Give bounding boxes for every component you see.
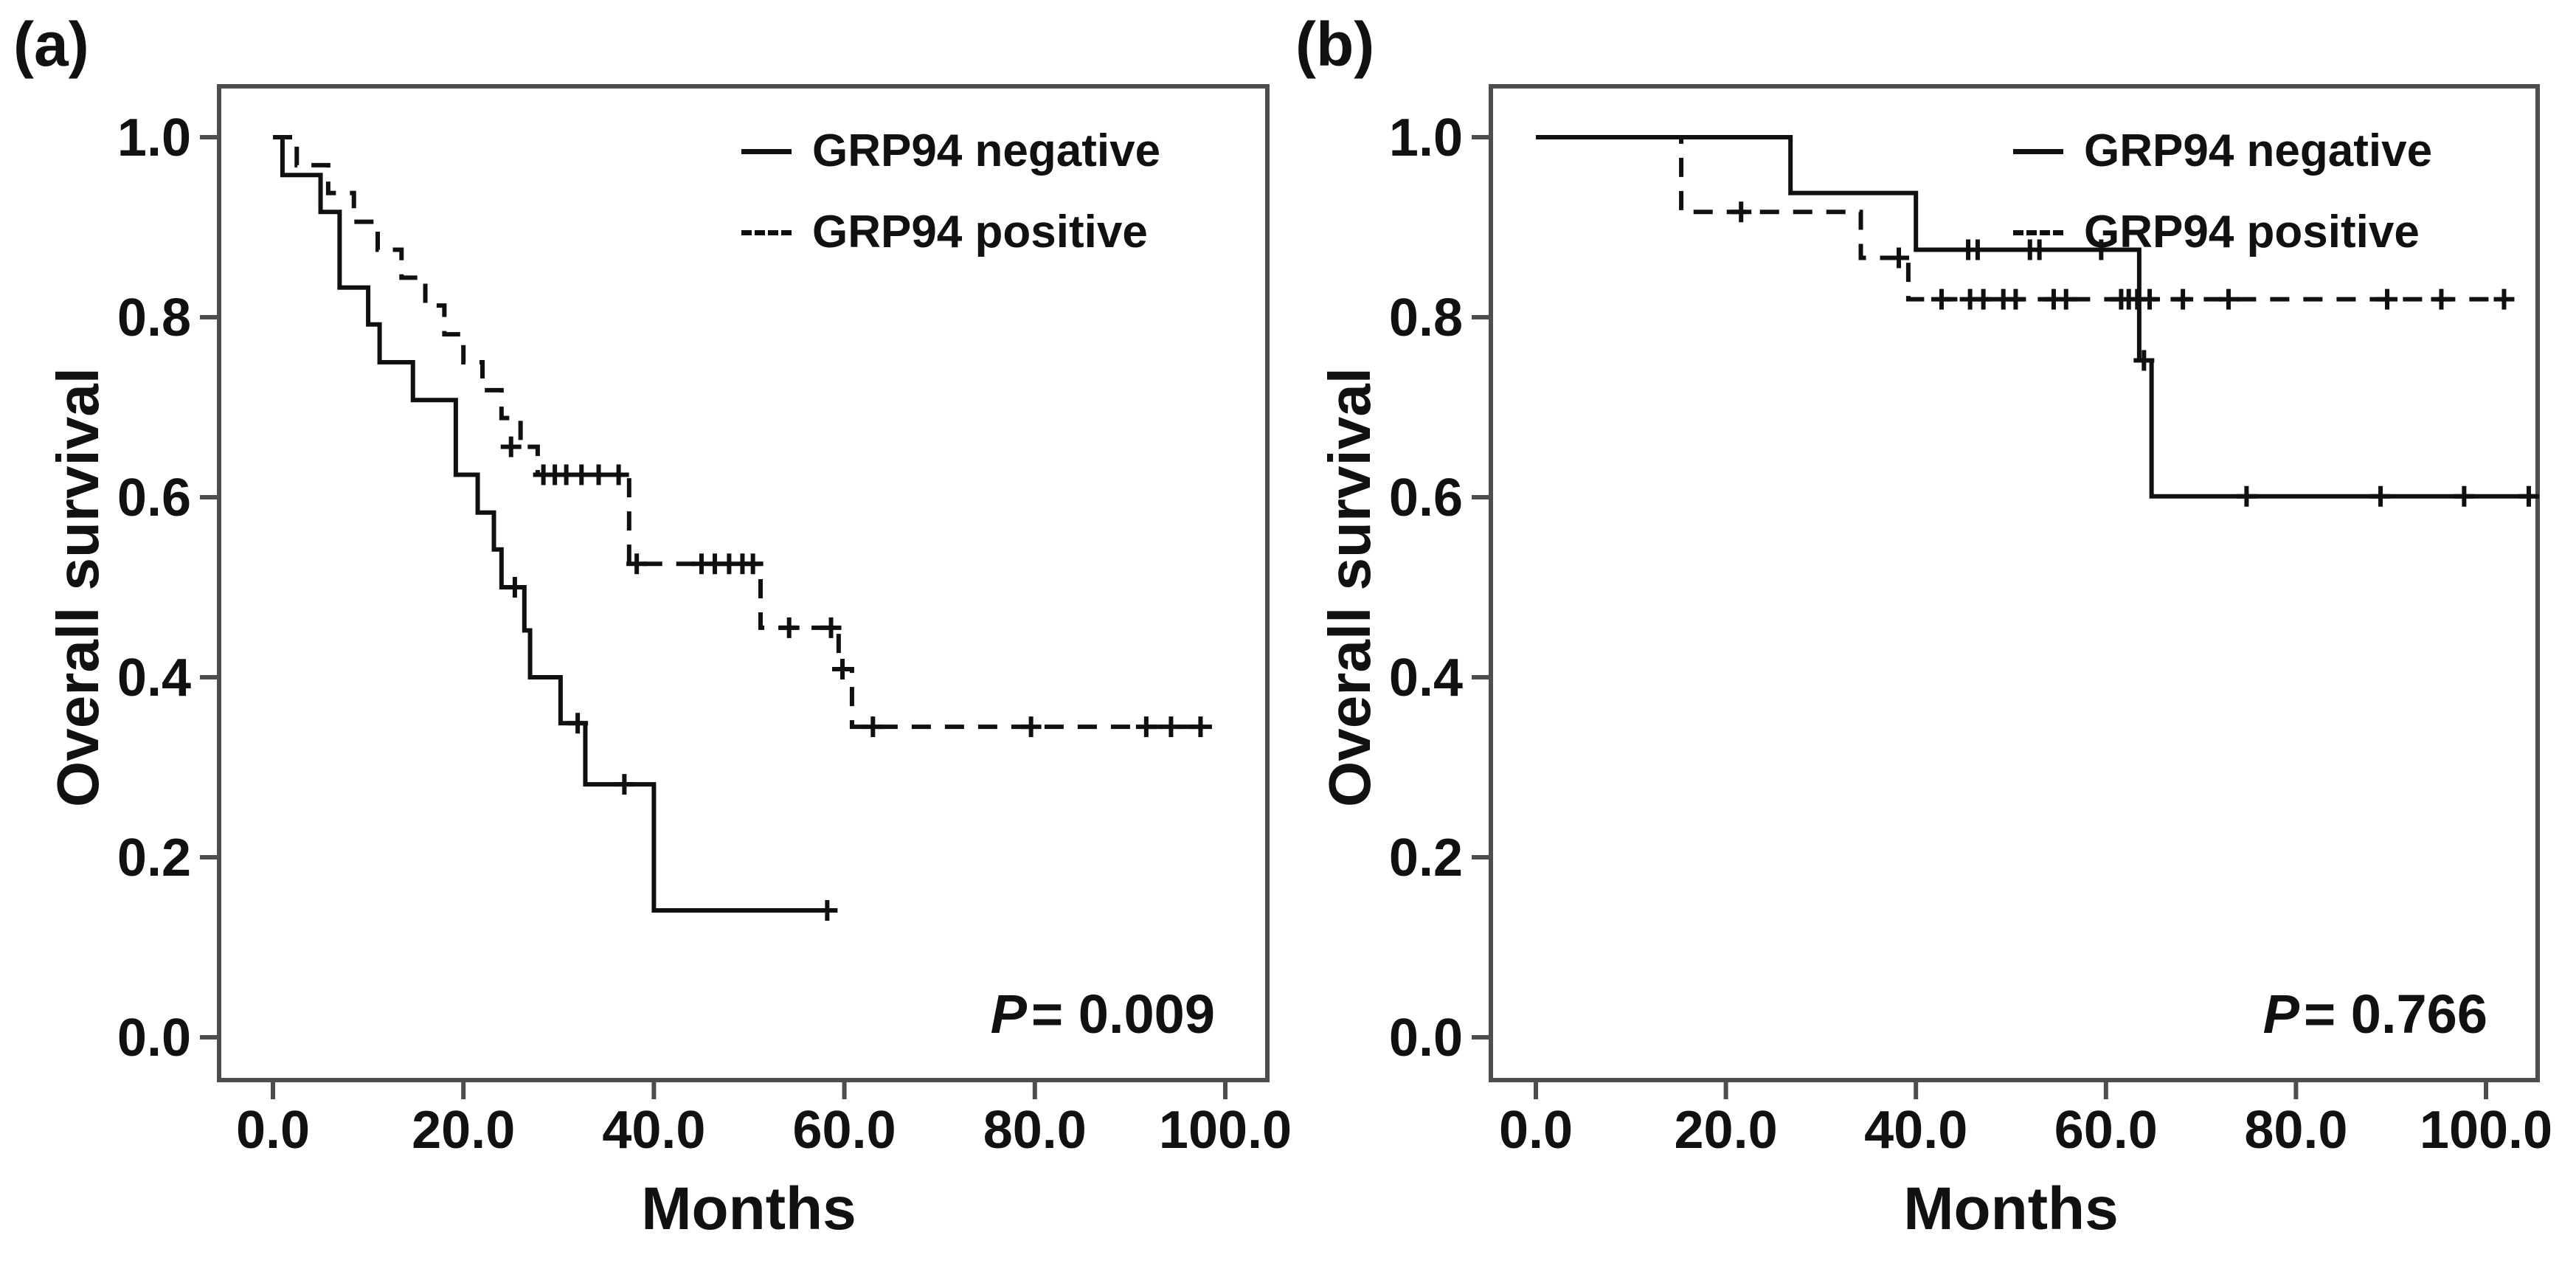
km-curve-grp94-positive-a bbox=[273, 135, 1212, 730]
x-tick-label-a: 80.0 bbox=[983, 1101, 1087, 1160]
km-curve-grp94-negative-b bbox=[1536, 135, 2538, 499]
y-tick-label-b: 0.4 bbox=[1389, 648, 1463, 708]
p-text-a: = 0.009 bbox=[1031, 983, 1215, 1045]
dashed-line-sample-icon bbox=[741, 229, 792, 235]
solid-line-sample-icon bbox=[2013, 148, 2063, 154]
legend-label-negative-b: GRP94 negative bbox=[2084, 125, 2433, 176]
censor-marks-grp94-negative-a bbox=[504, 577, 838, 921]
y-tick-label-a: 0.4 bbox=[117, 648, 191, 708]
censor-marks-grp94-positive-b bbox=[1731, 201, 2515, 310]
x-tick-label-a: 60.0 bbox=[793, 1101, 896, 1160]
legend-label-negative-a: GRP94 negative bbox=[812, 125, 1161, 176]
y-axis-title-b: Overall survival bbox=[1317, 367, 1382, 807]
km-curve-grp94-negative-a bbox=[273, 135, 828, 913]
legend-row-negative-a: GRP94 negative bbox=[741, 118, 1160, 184]
plot-frame-a bbox=[217, 84, 1270, 1082]
panel-label-a: (a) bbox=[13, 10, 89, 79]
y-tick-label-b: 0.2 bbox=[1389, 829, 1463, 888]
x-axis-title-a: Months bbox=[641, 1175, 856, 1242]
legend-row-positive-b: GRP94 positive bbox=[2013, 199, 2420, 266]
x-tick-label-b: 0.0 bbox=[1499, 1101, 1573, 1160]
p-text-b: = 0.766 bbox=[2304, 983, 2487, 1045]
x-tick-label-b: 60.0 bbox=[2054, 1101, 2158, 1160]
x-tick-label-b: 100.0 bbox=[2420, 1101, 2552, 1160]
y-tick-label-a: 0.0 bbox=[117, 1009, 191, 1068]
dashed-line-sample-icon bbox=[2013, 229, 2063, 235]
x-tick-label-b: 40.0 bbox=[1864, 1101, 1967, 1160]
x-tick-label-a: 0.0 bbox=[236, 1101, 310, 1160]
y-axis-title-a: Overall survival bbox=[45, 367, 111, 807]
y-tick-label-a: 1.0 bbox=[117, 108, 191, 167]
x-tick-label-a: 20.0 bbox=[412, 1101, 515, 1160]
legend-row-negative-b: GRP94 negative bbox=[2013, 118, 2432, 184]
legend-label-positive-a: GRP94 positive bbox=[812, 207, 1148, 257]
p-symbol-b: P bbox=[2262, 983, 2300, 1045]
legend-label-positive-b: GRP94 positive bbox=[2084, 207, 2420, 257]
x-tick-label-b: 20.0 bbox=[1675, 1101, 1778, 1160]
y-tick-label-b: 0.0 bbox=[1389, 1009, 1463, 1068]
y-tick-label-a: 0.8 bbox=[117, 288, 191, 347]
y-tick-label-b: 1.0 bbox=[1389, 108, 1463, 167]
legend-row-positive-a: GRP94 positive bbox=[741, 199, 1148, 266]
y-tick-label-a: 0.2 bbox=[117, 829, 191, 888]
panel-label-b: (b) bbox=[1295, 10, 1375, 79]
x-axis-title-b: Months bbox=[1903, 1175, 2119, 1242]
y-tick-label-a: 0.6 bbox=[117, 468, 191, 528]
solid-line-sample-icon bbox=[741, 148, 792, 154]
p-value-b: P= 0.766 bbox=[2263, 987, 2487, 1042]
x-tick-label-a: 100.0 bbox=[1159, 1101, 1292, 1160]
plot-frame-b bbox=[1489, 84, 2540, 1082]
x-tick-label-b: 80.0 bbox=[2244, 1101, 2347, 1160]
p-symbol-a: P bbox=[990, 983, 1028, 1045]
p-value-a: P= 0.009 bbox=[991, 987, 1215, 1042]
censor-marks-grp94-positive-a bbox=[500, 436, 1211, 738]
y-tick-label-b: 0.8 bbox=[1389, 288, 1463, 347]
y-tick-label-b: 0.6 bbox=[1389, 468, 1463, 528]
x-tick-label-a: 40.0 bbox=[602, 1101, 705, 1160]
censor-marks-grp94-negative-b bbox=[1958, 239, 2539, 507]
